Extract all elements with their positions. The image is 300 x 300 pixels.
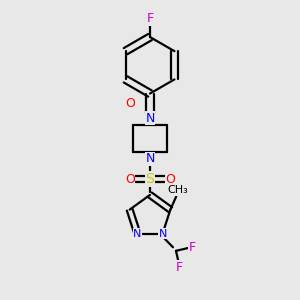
Text: N: N [145, 152, 155, 165]
Text: N: N [158, 229, 167, 238]
Text: F: F [146, 12, 154, 25]
Text: CH₃: CH₃ [167, 185, 188, 195]
Text: N: N [145, 112, 155, 125]
Text: F: F [176, 261, 182, 274]
Text: O: O [165, 172, 175, 186]
Text: O: O [125, 172, 135, 186]
Text: N: N [145, 112, 155, 125]
Text: O: O [126, 97, 136, 110]
Text: S: S [146, 172, 154, 186]
Text: N: N [133, 229, 142, 238]
Text: F: F [189, 242, 196, 254]
